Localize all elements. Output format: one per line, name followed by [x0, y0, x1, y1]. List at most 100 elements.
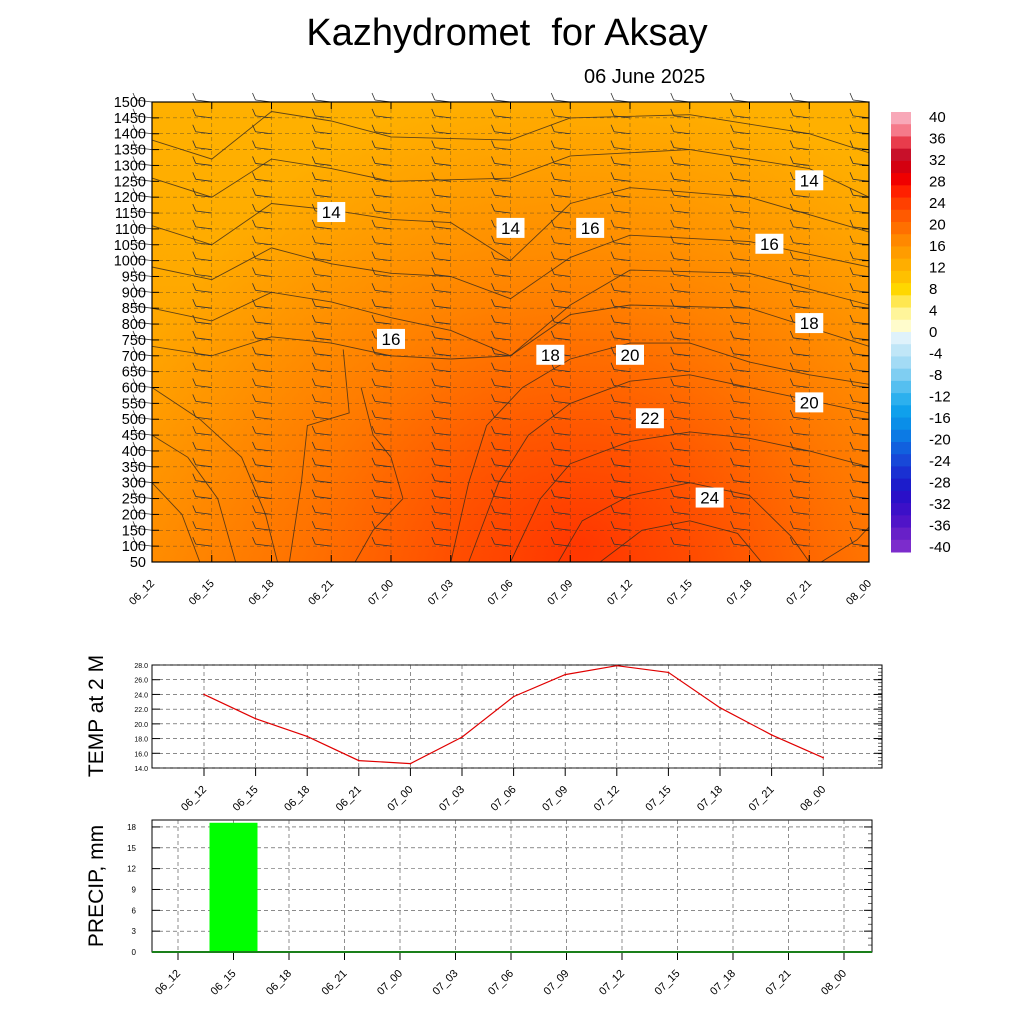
wind-barb — [371, 441, 392, 452]
barb-flag — [789, 267, 794, 275]
wind-barb — [311, 521, 332, 531]
barb-staff — [255, 400, 272, 404]
barb-flag — [670, 124, 675, 132]
barb-flag — [431, 457, 436, 465]
barb-staff — [494, 512, 511, 515]
barb-flag — [849, 536, 854, 545]
barb-staff — [613, 496, 631, 499]
barb-staff — [434, 242, 451, 246]
contour-line — [151, 434, 237, 563]
barb-flag — [252, 299, 256, 307]
barb-flag — [610, 219, 615, 228]
wind-barb — [789, 203, 810, 214]
wind-barb — [550, 156, 571, 166]
barb-staff — [554, 242, 571, 246]
barb-staff — [255, 210, 272, 214]
barb-flag — [311, 267, 316, 275]
barb-staff — [374, 416, 392, 420]
wind-barb — [132, 536, 153, 547]
wind-barb — [132, 314, 153, 325]
barb-flag — [431, 203, 436, 212]
barb-flag — [849, 156, 854, 164]
barb-staff — [135, 337, 153, 341]
wind-barb — [730, 203, 750, 214]
wind-barb — [670, 156, 690, 166]
barb-staff — [135, 385, 153, 388]
wind-barb — [789, 92, 810, 103]
barb-staff — [793, 274, 810, 277]
contour-label: 14 — [496, 217, 525, 238]
barb-flag — [670, 410, 675, 418]
wind-barb — [670, 410, 690, 420]
barb-flag — [132, 299, 137, 307]
barb-flag — [132, 473, 137, 481]
wind-barb — [252, 362, 272, 373]
wind-barb — [311, 346, 332, 357]
wind-barb — [311, 140, 332, 150]
wind-barb — [311, 251, 332, 262]
barb-flag — [670, 346, 675, 354]
wind-barb — [431, 394, 451, 404]
barb-flag — [849, 314, 854, 323]
barb-flag — [610, 505, 615, 513]
barb-staff — [195, 115, 212, 119]
barb-flag — [730, 203, 734, 212]
x-tick-label: 07_00 — [366, 578, 396, 608]
barb-flag — [192, 188, 197, 196]
barb-staff — [554, 305, 571, 309]
barb-staff — [613, 385, 631, 388]
barb-flag — [252, 235, 256, 243]
barb-flag — [491, 299, 495, 307]
colorbar-cell — [891, 539, 911, 553]
barb-flag — [431, 299, 436, 307]
barb-staff — [434, 337, 451, 341]
barb-flag — [491, 346, 495, 354]
wind-barb — [730, 394, 750, 404]
barb-staff — [374, 543, 392, 547]
colorbar-cell — [891, 319, 911, 333]
y-tick-label: 150 — [122, 523, 146, 539]
temp-point — [770, 734, 773, 736]
barb-flag — [730, 140, 734, 148]
wind-barb — [311, 330, 332, 341]
barb-staff — [374, 115, 392, 119]
barb-staff — [374, 480, 392, 484]
wind-barb — [252, 203, 272, 214]
barb-staff — [195, 464, 212, 468]
wind-barb — [431, 219, 451, 230]
barb-staff — [315, 305, 332, 309]
barb-flag — [311, 425, 316, 434]
y-tick-label: 50 — [130, 555, 146, 571]
wind-barb — [491, 108, 511, 119]
precip-x-label: 06_18 — [264, 968, 294, 998]
y-tick-label: 1000 — [114, 254, 146, 270]
y-tick-label: 1400 — [114, 127, 146, 143]
wind-barb — [311, 362, 332, 373]
wind-barb — [132, 188, 153, 198]
barb-flag — [311, 172, 316, 180]
barb-flag — [491, 536, 495, 545]
wind-barb — [730, 235, 750, 246]
barb-flag — [610, 156, 615, 164]
wind-barb — [610, 362, 631, 373]
x-tick-label: 06_18 — [247, 578, 277, 608]
wind-barb — [491, 457, 511, 468]
wind-barb — [789, 124, 810, 135]
barb-flag — [132, 521, 137, 529]
colorbar-cell — [891, 124, 911, 137]
wind-barb — [550, 410, 571, 420]
barb-staff — [494, 464, 511, 468]
wind-barb — [789, 521, 810, 531]
temp-point — [254, 717, 257, 720]
barb-staff — [434, 274, 451, 277]
precip-y-label: 15 — [127, 844, 136, 853]
barb-flag — [610, 441, 615, 450]
barb-flag — [491, 521, 495, 529]
wind-barb — [431, 283, 451, 293]
barb-flag — [491, 330, 495, 339]
colorbar-label: -16 — [929, 410, 951, 427]
barb-flag — [431, 330, 436, 339]
temp-y-label: 16.0 — [134, 751, 148, 758]
wind-barb — [550, 203, 571, 214]
barb-flag — [132, 362, 137, 370]
